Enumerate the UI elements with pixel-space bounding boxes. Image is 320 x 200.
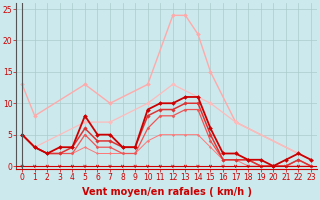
X-axis label: Vent moyen/en rafales ( km/h ): Vent moyen/en rafales ( km/h ) (82, 187, 252, 197)
